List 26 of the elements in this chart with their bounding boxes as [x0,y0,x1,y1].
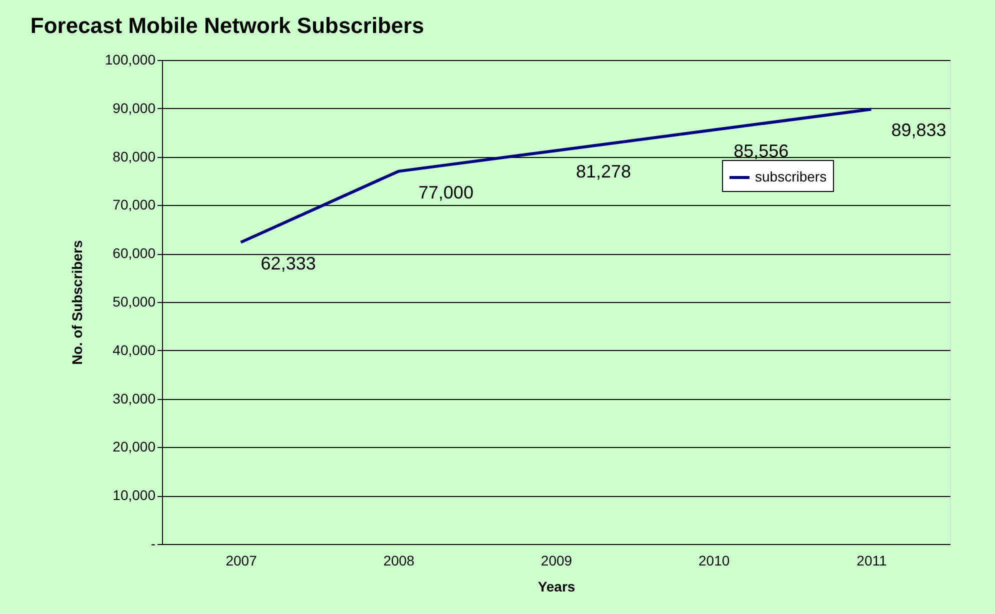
y-tick-label: 20,000 [112,438,156,455]
y-tick-label: 80,000 [112,148,156,164]
data-label: 81,278 [576,162,632,182]
line-series [239,108,873,244]
x-tick-label: 2010 [698,552,730,568]
y-tick-label: 70,000 [112,196,156,213]
y-axis-title: No. of Subscribers [68,240,85,365]
y-tick-label: 60,000 [112,245,156,262]
y-tick-label: 40,000 [112,342,156,358]
y-tick-label: 50,000 [112,294,156,310]
x-tick-label: 2009 [540,552,572,568]
legend-label: subscribers [755,168,827,184]
y-tick-label: 100,000 [104,52,156,68]
y-tick-label: 30,000 [112,390,156,406]
x-tick-label: 2011 [856,552,887,568]
data-label: 89,833 [891,120,946,140]
chart-title: Forecast Mobile Network Subscribers [30,13,424,38]
data-label: 77,000 [418,182,474,202]
y-tick-label: 90,000 [112,100,156,116]
x-tick-label: 2008 [383,552,415,568]
data-label: 85,556 [734,140,789,161]
y-tick-label: - [150,536,156,552]
x-axis-title: Years [538,578,576,594]
y-tick-label: 10,000 [112,487,156,504]
data-label: 62,333 [260,253,316,274]
x-tick-label: 2007 [226,552,258,568]
